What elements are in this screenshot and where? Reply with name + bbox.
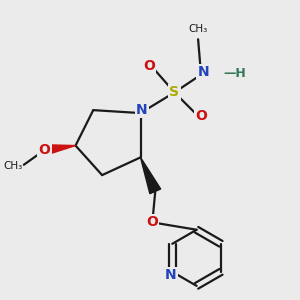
Text: O: O: [39, 143, 50, 157]
Text: O: O: [195, 109, 207, 123]
Text: CH₃: CH₃: [3, 161, 22, 171]
Polygon shape: [140, 158, 161, 194]
Text: N: N: [165, 268, 177, 282]
Text: —H: —H: [223, 67, 246, 80]
Text: O: O: [143, 59, 155, 73]
Text: O: O: [146, 215, 158, 230]
Text: N: N: [136, 103, 148, 117]
Text: S: S: [169, 85, 179, 99]
Text: CH₃: CH₃: [188, 24, 208, 34]
Polygon shape: [44, 145, 76, 155]
Text: N: N: [198, 65, 209, 79]
